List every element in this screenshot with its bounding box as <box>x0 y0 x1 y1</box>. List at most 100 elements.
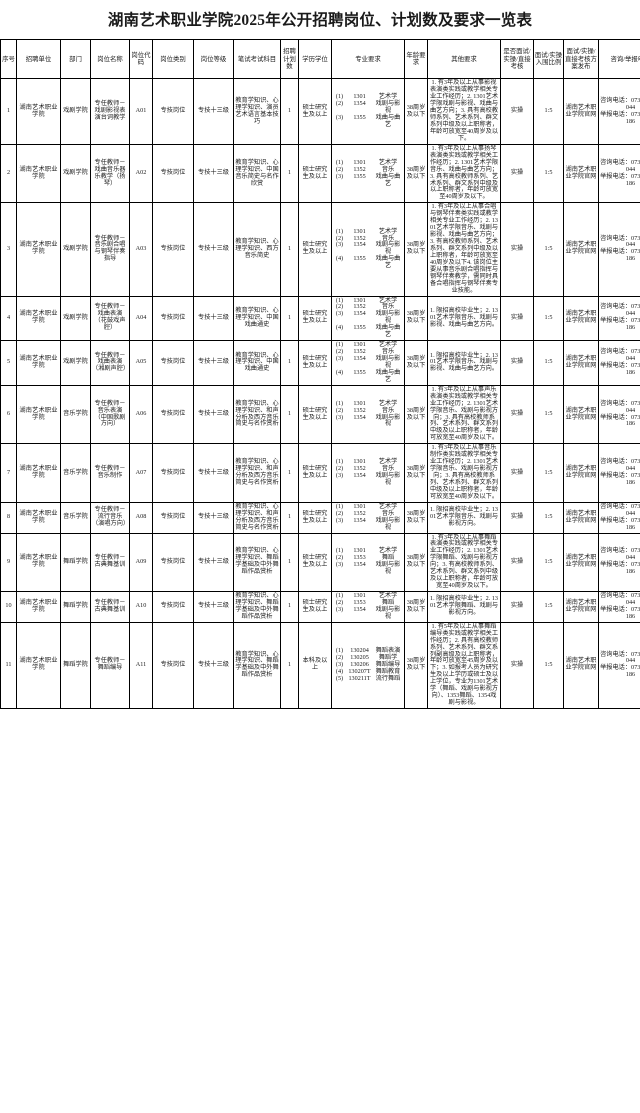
major-code: 1354 <box>353 100 366 108</box>
phone-line: 举报电话：0731-88851186 <box>600 361 640 376</box>
table-row: 4 湖南艺术职业学院 戏剧学院 专任教师－戏曲表演（花鼓戏声腔） A04 专技岗位 专技十三… <box>0 295 640 342</box>
major-entry: (1) 1301 艺术学 <box>333 547 403 555</box>
table-row: 5 湖南艺术职业学院 戏剧学院 专任教师－戏曲表演（湘剧声腔） A05 专技岗位 专技十三级… <box>0 340 640 386</box>
major-name: 艺术学 <box>378 502 398 510</box>
cell-post_name: 专任教师－戏曲表演（花鼓戏声腔） <box>90 295 130 342</box>
header-post-category: 岗位类别 <box>152 39 194 80</box>
table-row: 10 湖南艺术职业学院 舞蹈学院 专任教师－古典舞基训 A10 专技岗位 专技十三级 教育学知… <box>0 591 640 623</box>
cell-phone: 咨询电话：0731-88865044举报电话：0731-88851186 <box>598 532 640 592</box>
major-code: 130204 <box>350 647 369 655</box>
major-code: 1354 <box>353 472 366 479</box>
cell-seq: 9 <box>0 532 17 592</box>
major-index: (2) <box>335 348 344 356</box>
cell-post_category: 专技岗位 <box>152 532 194 592</box>
major-entry: (1) 1301 艺术学 <box>333 296 403 305</box>
cell-post_category: 专技岗位 <box>152 340 194 386</box>
major-index: (3) <box>335 413 344 421</box>
cell-majors: (1) 1301 艺术学 (2) 1352 音乐 (3) 1354 戏剧与影视 <box>331 384 405 445</box>
major-name: 艺术学 <box>378 296 398 304</box>
cell-publish: 湖南艺术职业学院官网 <box>563 295 599 342</box>
major-index: (1) <box>335 341 344 349</box>
document-page: 湖南艺术职业学院2025年公开招聘岗位、计划数及要求一览表 序号 招聘单位 部门… <box>0 12 640 710</box>
cell-post_level: 专技十三级 <box>193 202 234 297</box>
cell-ratio: 1:5 <box>533 78 564 145</box>
major-name: 舞蹈表演 <box>375 647 401 655</box>
major-entry: (3) 1354 戏剧与影视 <box>333 605 403 621</box>
major-index: (1) <box>335 502 344 510</box>
cell-age: 38周岁及以下 <box>404 384 428 445</box>
major-index: (3) <box>335 310 344 318</box>
header-dept: 部门 <box>60 39 91 80</box>
major-entry: (2) 1353 舞蹈 <box>333 554 403 562</box>
cell-unit: 湖南艺术职业学院 <box>16 621 61 710</box>
cell-dept: 戏剧学院 <box>60 78 91 145</box>
cell-ratio: 1:5 <box>533 384 564 445</box>
cell-post_category: 专技岗位 <box>152 295 194 342</box>
phone-line: 咨询电话：0731-88865044 <box>600 592 640 606</box>
major-name: 音乐 <box>381 348 395 356</box>
major-name: 艺术学 <box>378 227 398 235</box>
major-index: (3) <box>335 516 344 524</box>
major-name: 艺术学 <box>378 341 398 349</box>
major-entry: (2) 1352 音乐 <box>333 303 403 311</box>
cell-dept: 戏剧学院 <box>60 143 91 204</box>
cell-post_code: A05 <box>129 340 153 386</box>
cell-age: 38周岁及以下 <box>404 443 428 503</box>
major-entry: (3) 1354 戏剧与影视 <box>333 413 403 429</box>
major-entry: (1) 1301 艺术学 <box>333 502 403 511</box>
cell-exam_subjects: 教育学知识、心理学知识、舞蹈学基础及中外舞蹈作品赏析 <box>233 621 281 710</box>
table-body: 1 湖南艺术职业学院 戏剧学院 专任教师－戏剧影视表演台词教学 A01 专技岗位 专技十三级… <box>0 78 640 710</box>
major-name: 艺术学 <box>378 399 398 407</box>
major-code: 1355 <box>353 172 366 180</box>
cell-dept: 舞蹈学院 <box>60 532 91 592</box>
cell-post_name: 专任教师－音乐表演（中国歌剧方向） <box>90 384 130 445</box>
cell-post_code: A03 <box>129 202 153 297</box>
cell-seq: 7 <box>0 443 17 503</box>
cell-age: 38周岁及以下 <box>404 295 428 342</box>
major-index: (2) <box>335 653 344 661</box>
cell-dept: 音乐学院 <box>60 501 91 534</box>
cell-age: 38周岁及以下 <box>404 202 428 297</box>
header-publish: 面试/实操/直接考核方案发布 <box>563 39 599 80</box>
major-code: 1355 <box>353 324 366 332</box>
cell-majors: (1) 1301 艺术学 (2) 1352 音乐 (3) 1354 戏剧与影视 (4) 1355 戏曲… <box>331 202 405 297</box>
phone-line: 咨询电话：0731-88865044 <box>600 348 640 362</box>
major-name: 戏曲与曲艺 <box>375 368 401 383</box>
major-entry: (2) 1352 音乐 <box>333 235 403 243</box>
major-code: 1301 <box>353 399 366 407</box>
major-index: (2) <box>335 598 344 606</box>
major-name: 戏曲与曲艺 <box>375 114 401 128</box>
phone-line: 举报电话：0731-88851186 <box>600 664 640 679</box>
major-code: 130211T <box>348 674 371 682</box>
cell-publish: 湖南艺术职业学院官网 <box>563 202 599 297</box>
major-name: 戏曲与曲艺 <box>375 255 401 270</box>
cell-publish: 湖南艺术职业学院官网 <box>563 143 599 204</box>
cell-seq: 11 <box>0 621 17 710</box>
cell-post_category: 专技岗位 <box>152 501 194 534</box>
major-entry: (3) 1354 戏剧与影视 <box>333 242 403 256</box>
cell-post_name: 专任教师－流行音乐（演唱方向） <box>90 501 130 534</box>
cell-interview: 实操 <box>500 621 534 710</box>
cell-post_name: 专任教师－戏曲音乐器乐教学（扬琴） <box>90 143 130 204</box>
cell-age: 38周岁及以下 <box>404 78 428 145</box>
cell-education: 本科及以上 <box>298 621 332 710</box>
major-code: 1352 <box>353 509 366 517</box>
cell-plan_count: 1 <box>280 295 299 342</box>
cell-exam_subjects: 教育学知识、心理学知识、舞蹈学基础及中外舞蹈作品赏析 <box>233 532 281 592</box>
major-code: 1301 <box>353 458 366 466</box>
phone-line: 举报电话：0731-88851186 <box>600 248 640 263</box>
cell-dept: 戏剧学院 <box>60 202 91 297</box>
major-entry: (2) 1352 音乐 <box>333 407 403 415</box>
major-code: 1354 <box>353 605 366 613</box>
major-name: 艺术学 <box>378 158 398 166</box>
cell-post_name: 专任教师－音乐制作 <box>90 443 130 503</box>
major-index: (3) <box>335 561 344 569</box>
cell-plan_count: 1 <box>280 591 299 623</box>
cell-seq: 2 <box>0 143 17 204</box>
major-entry: (3) 1354 戏剧与影视 <box>333 472 403 487</box>
cell-dept: 舞蹈学院 <box>60 591 91 623</box>
table-row: 3 湖南艺术职业学院 戏剧学院 专任教师－音乐剧合唱与钢琴伴奏指导 A03 专技岗位 专技十… <box>0 202 640 297</box>
cell-interview: 实操 <box>500 78 534 145</box>
cell-dept: 音乐学院 <box>60 443 91 503</box>
major-entry: (5) 130211T 流行舞蹈 <box>333 674 403 683</box>
